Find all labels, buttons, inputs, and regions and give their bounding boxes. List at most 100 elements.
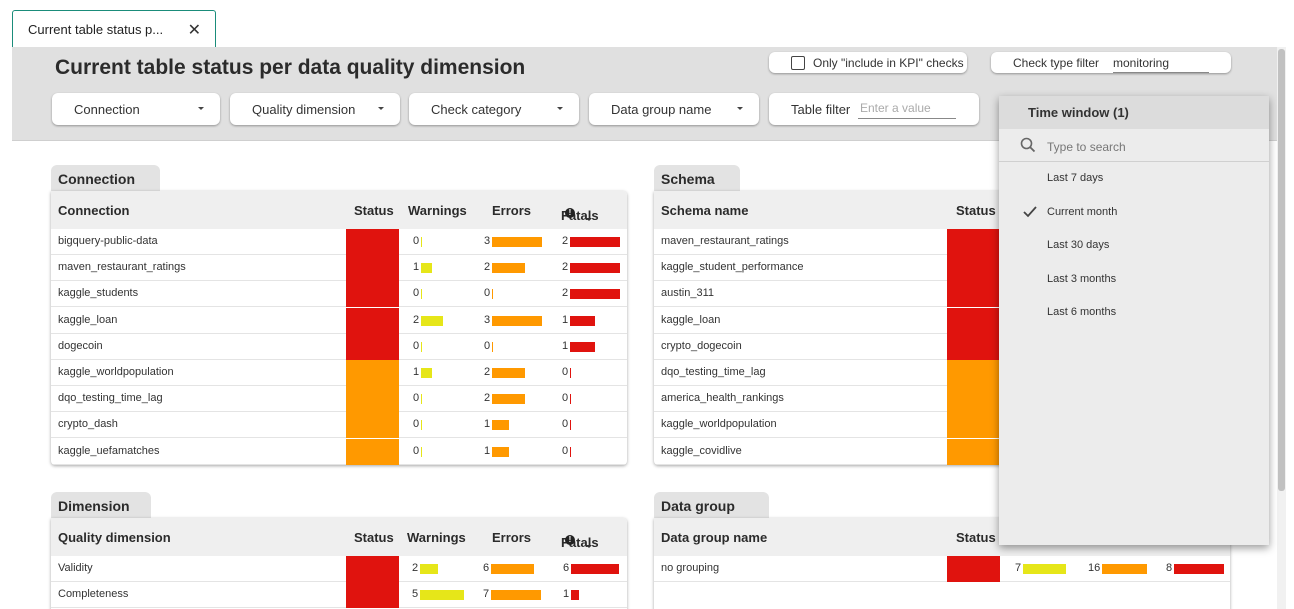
scrollbar-thumb[interactable] xyxy=(1278,49,1285,491)
row-name[interactable]: kaggle_worldpopulation xyxy=(58,366,174,378)
time-window-search[interactable]: Type to search xyxy=(999,129,1269,162)
table-filter[interactable]: Table filter Enter a value xyxy=(769,93,979,125)
kpi-checks-toggle[interactable]: Only "include in KPI" checks xyxy=(769,52,967,73)
row-name[interactable]: maven_restaurant_ratings xyxy=(661,235,789,247)
row-name[interactable]: bigquery-public-data xyxy=(58,235,158,247)
row-name[interactable]: dqo_testing_time_lag xyxy=(58,392,163,405)
time-window-option[interactable]: Last 3 months xyxy=(999,263,1269,296)
col-errors: Errors xyxy=(492,203,532,218)
row-name[interactable]: kaggle_students xyxy=(58,287,139,300)
checkbox-icon[interactable] xyxy=(791,55,805,70)
warnings-bar xyxy=(421,368,432,378)
row-name[interactable]: austin_311 xyxy=(661,287,715,300)
table-row[interactable]: no grouping 7 16 8 xyxy=(654,556,1230,582)
row-name[interactable]: kaggle_covidlive xyxy=(661,444,742,457)
table-row[interactable]: kaggle_worldpopulation xyxy=(654,412,1230,439)
errors-count: 2 xyxy=(484,366,491,378)
check-type-filter[interactable]: Check type filter monitoring xyxy=(991,52,1231,73)
info-icon[interactable]: ! xyxy=(565,208,575,218)
table-header: Quality dimension Status Warnings Errors… xyxy=(51,518,627,556)
close-icon[interactable]: ✕ xyxy=(187,22,201,39)
table-row[interactable]: kaggle_worldpopulation 1 2 0 xyxy=(51,360,627,386)
table-row[interactable]: crypto_dogecoin xyxy=(654,333,1230,360)
errors-bar xyxy=(492,289,493,300)
info-icon[interactable]: ! xyxy=(565,535,575,545)
table-row[interactable]: kaggle_students 0 0 2 xyxy=(51,281,627,308)
warnings-bar xyxy=(421,394,422,405)
row-name[interactable]: kaggle_worldpopulation xyxy=(661,418,777,431)
status-indicator xyxy=(346,307,399,334)
filter-header: Current table status per data quality di… xyxy=(12,47,1286,141)
fatals-count: 1 xyxy=(563,588,570,601)
col-status: Status xyxy=(956,530,996,545)
check-icon xyxy=(1023,205,1037,217)
time-window-option[interactable]: Last 7 days xyxy=(999,162,1269,195)
sort-desc-icon[interactable] xyxy=(586,218,592,221)
warnings-bar xyxy=(420,590,464,601)
chevron-down-icon xyxy=(378,107,384,110)
schema-card-tab: Schema xyxy=(654,165,740,191)
connection-dropdown[interactable]: Connection xyxy=(52,93,220,125)
table-row[interactable]: kaggle_covidlive xyxy=(654,438,1230,465)
search-placeholder[interactable]: Type to search xyxy=(1047,140,1126,154)
dashboard-tab[interactable]: Current table status p... ✕ xyxy=(12,10,216,47)
row-name[interactable]: kaggle_uefamatches xyxy=(58,444,160,457)
table-row[interactable]: bigquery-public-data 0 3 2 xyxy=(51,229,627,255)
table-row[interactable]: crypto_dash 0 1 0 xyxy=(51,412,627,439)
time-window-option[interactable]: Current month xyxy=(999,196,1269,229)
table-row[interactable]: kaggle_loan xyxy=(654,307,1230,334)
errors-bar xyxy=(492,394,525,405)
table-row[interactable]: kaggle_student_performance xyxy=(654,255,1230,282)
table-filter-input[interactable]: Enter a value xyxy=(858,101,956,119)
table-row[interactable]: maven_restaurant_ratings 1 2 2 xyxy=(51,255,627,282)
errors-count: 1 xyxy=(484,444,491,457)
check-type-select[interactable]: monitoring xyxy=(1113,56,1209,73)
time-window-title[interactable]: Time window (1) xyxy=(999,96,1269,129)
time-window-option-label: Last 6 months xyxy=(1047,306,1117,319)
row-name[interactable]: kaggle_student_performance xyxy=(661,261,804,274)
row-name[interactable]: dogecoin xyxy=(58,339,103,352)
status-indicator xyxy=(947,255,1000,282)
row-name[interactable]: kaggle_loan xyxy=(661,313,721,326)
check-type-label: Check type filter xyxy=(1013,56,1100,70)
row-name[interactable]: crypto_dogecoin xyxy=(661,339,742,352)
row-name[interactable]: Completeness xyxy=(58,588,129,601)
warnings-count: 0 xyxy=(413,235,420,247)
quality-dimension-label: Quality dimension xyxy=(252,102,356,117)
fatals-count: 8 xyxy=(1166,562,1173,574)
data-group-dropdown[interactable]: Data group name xyxy=(589,93,759,125)
fatals-count: 1 xyxy=(562,313,569,326)
check-category-dropdown[interactable]: Check category xyxy=(409,93,579,125)
fatals-bar xyxy=(1174,564,1224,574)
fatals-bar xyxy=(571,590,579,601)
warnings-bar xyxy=(421,446,422,457)
page-scrollbar[interactable] xyxy=(1277,47,1286,609)
table-row[interactable]: dqo_testing_time_lag xyxy=(654,360,1230,386)
sort-desc-icon[interactable] xyxy=(586,545,592,548)
row-name[interactable]: kaggle_loan xyxy=(58,313,118,326)
table-row[interactable]: kaggle_uefamatches 0 1 0 xyxy=(51,438,627,465)
status-indicator xyxy=(947,229,1000,255)
table-row[interactable]: dogecoin 0 0 1 xyxy=(51,333,627,360)
status-indicator xyxy=(346,229,399,255)
table-row[interactable]: dqo_testing_time_lag 0 2 0 xyxy=(51,386,627,413)
row-name[interactable]: crypto_dash xyxy=(58,418,118,431)
time-window-option[interactable]: Last 6 months xyxy=(999,296,1269,329)
table-row[interactable]: america_health_rankings xyxy=(654,386,1230,413)
time-window-option[interactable]: Last 30 days xyxy=(999,229,1269,262)
fatals-bar xyxy=(570,394,571,405)
row-name[interactable]: maven_restaurant_ratings xyxy=(58,261,186,274)
table-row[interactable]: Validity 2 6 6 xyxy=(51,556,627,582)
table-row[interactable]: maven_restaurant_ratings xyxy=(654,229,1230,255)
quality-dimension-dropdown[interactable]: Quality dimension xyxy=(230,93,400,125)
row-name[interactable]: no grouping xyxy=(661,562,720,574)
row-name[interactable]: america_health_rankings xyxy=(661,392,784,405)
row-name[interactable]: Validity xyxy=(58,562,93,574)
status-indicator xyxy=(346,412,399,439)
table-row[interactable]: kaggle_loan 2 3 1 xyxy=(51,307,627,334)
errors-bar xyxy=(492,237,542,247)
table-row[interactable]: Completeness 5 7 1 xyxy=(51,582,627,609)
table-row[interactable]: austin_311 xyxy=(654,281,1230,308)
row-name[interactable]: dqo_testing_time_lag xyxy=(661,366,766,378)
time-window-option-label: Last 3 months xyxy=(1047,272,1117,285)
